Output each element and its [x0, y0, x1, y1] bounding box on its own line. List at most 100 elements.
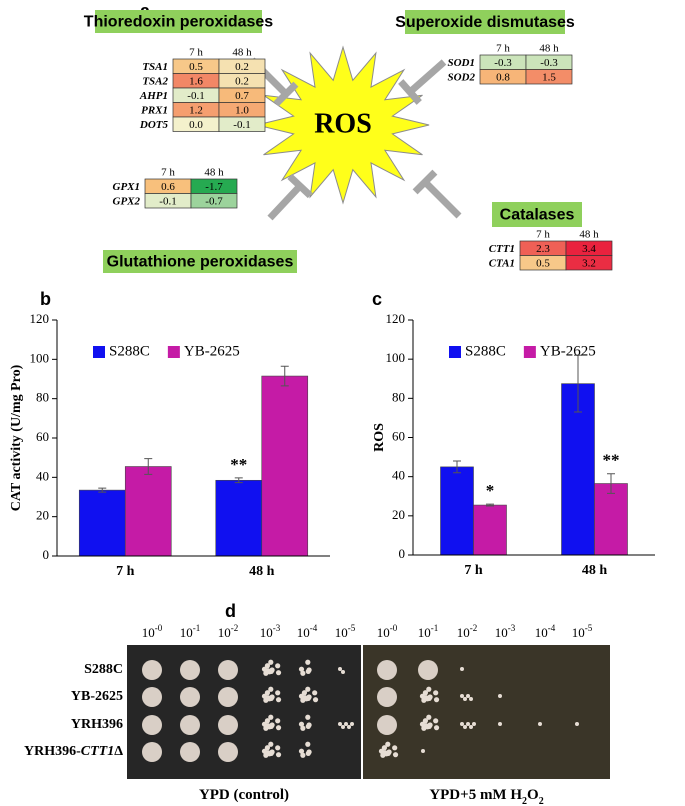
panel-label: d — [225, 601, 236, 621]
text-part: YPD (control) — [199, 787, 289, 803]
group-title: Thioredoxin peroxidases — [84, 14, 273, 31]
colony-spot — [142, 742, 162, 762]
cell-value: 0.8 — [496, 71, 510, 83]
dilution-label: 10-1 — [418, 623, 439, 640]
colony — [275, 663, 281, 669]
dilution-label: 10-1 — [180, 623, 201, 640]
group-box — [103, 250, 297, 273]
colony — [422, 690, 429, 696]
colony — [275, 745, 281, 751]
cell-value: 1.0 — [235, 104, 249, 116]
bar — [440, 466, 474, 556]
group-title: Glutathione peroxidases — [107, 254, 294, 271]
legend-swatch — [449, 346, 461, 358]
y-tick-label: 0 — [43, 547, 50, 562]
panel-label: c — [372, 289, 382, 309]
y-axis-label: ROS — [372, 423, 387, 452]
cell-value: 3.4 — [582, 243, 596, 255]
inhibitor-bar — [287, 173, 313, 199]
colony — [422, 718, 429, 724]
bar — [261, 375, 309, 557]
ros-label: ROS — [314, 108, 372, 139]
colony — [433, 697, 440, 703]
column-header: 7 h — [161, 167, 175, 179]
colony — [460, 694, 464, 698]
legend-label: S288C — [465, 343, 506, 359]
group-box — [405, 10, 565, 34]
x-tick-label: 7 h — [116, 564, 135, 579]
colony — [341, 725, 345, 729]
colony-spot — [142, 687, 162, 707]
colony — [305, 750, 311, 757]
legend-swatch — [167, 346, 180, 358]
colony — [298, 666, 305, 672]
colony — [265, 723, 271, 729]
dilution-exponent: -5 — [348, 623, 356, 633]
legend-swatch — [523, 346, 536, 358]
legend-label: YB-2625 — [540, 343, 596, 359]
y-tick-label: 20 — [36, 508, 49, 523]
error-bar — [607, 473, 615, 494]
cell-value: -0.1 — [233, 119, 250, 131]
colony — [469, 697, 473, 701]
colony — [305, 723, 311, 730]
significance: * — [486, 481, 495, 500]
colony — [463, 725, 467, 729]
colony — [264, 745, 271, 751]
colony — [498, 722, 502, 726]
colony — [265, 750, 271, 756]
colony — [472, 722, 476, 726]
colony — [300, 670, 306, 676]
colony — [426, 686, 432, 692]
significance: ** — [603, 451, 620, 470]
colony — [300, 752, 306, 758]
colony — [338, 667, 342, 671]
colony — [344, 722, 348, 726]
inhibitor — [267, 183, 303, 221]
column-header: 48 h — [539, 43, 559, 55]
dilution-base: 10 — [180, 625, 193, 640]
cell-value: 0.5 — [536, 257, 550, 269]
colony-spot — [142, 660, 162, 680]
dilution-label: 10-4 — [535, 623, 556, 640]
x-tick-label: 48 h — [582, 563, 608, 578]
dilution-exponent: -4 — [548, 623, 556, 633]
plate-caption: YPD (control) — [199, 787, 289, 803]
dilution-label: 10-5 — [335, 623, 356, 640]
colony — [298, 721, 305, 727]
error-bar — [486, 503, 494, 507]
colony — [466, 722, 470, 726]
x-tick-label: 7 h — [464, 563, 483, 578]
colony — [433, 718, 439, 724]
dilution-base: 10 — [377, 625, 390, 640]
cell-value: 0.5 — [189, 61, 203, 73]
gene-label: DOT5 — [139, 119, 169, 131]
cell-value: 0.6 — [161, 181, 175, 193]
colony — [347, 725, 351, 729]
dilution-label: 10-0 — [142, 623, 163, 640]
inhibitor-bar — [273, 81, 299, 107]
colony — [305, 668, 311, 675]
column-header: 48 h — [579, 229, 599, 241]
colony — [469, 725, 473, 729]
colony — [264, 718, 271, 724]
colony — [423, 695, 429, 701]
colony — [423, 723, 429, 729]
colony — [382, 750, 388, 756]
colony — [421, 749, 425, 753]
colony — [268, 714, 274, 720]
text-part: YRH396 — [71, 717, 123, 732]
gene-label: PRX1 — [141, 104, 168, 116]
group-title: Catalases — [500, 207, 575, 224]
cell-value: -0.1 — [187, 90, 204, 102]
strain-label: YB-2625 — [71, 689, 123, 704]
cell-value: 1.2 — [189, 104, 203, 116]
colony — [312, 690, 318, 696]
x-tick-label: 48 h — [249, 564, 275, 579]
y-tick-label: 120 — [30, 311, 50, 326]
cell-value: 1.5 — [542, 71, 556, 83]
error-bar — [98, 487, 107, 493]
dilution-exponent: -3 — [273, 623, 281, 633]
inhibitor — [407, 59, 447, 95]
colony — [575, 722, 579, 726]
